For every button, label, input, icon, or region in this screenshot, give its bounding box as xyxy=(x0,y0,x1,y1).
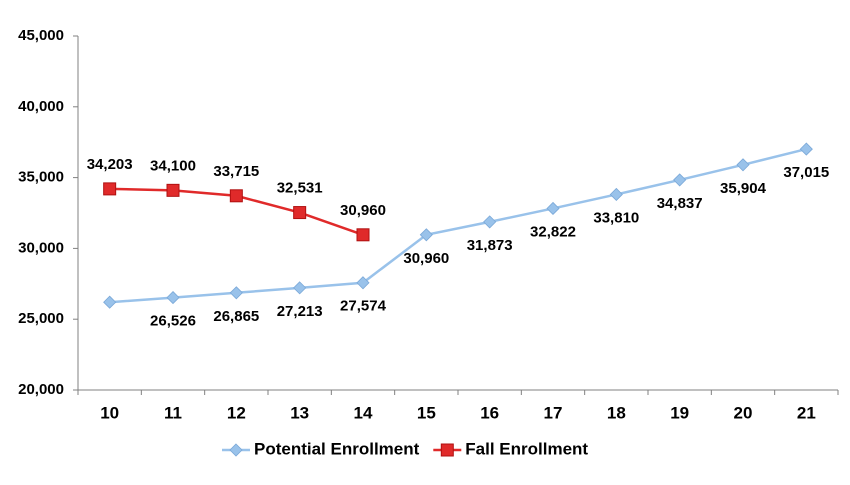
y-tick-label: 40,000 xyxy=(18,98,64,115)
data-label: 27,213 xyxy=(277,303,323,320)
point xyxy=(229,286,243,300)
x-tick-label: 17 xyxy=(544,403,563,422)
data-label: 26,526 xyxy=(150,313,196,330)
point xyxy=(736,158,750,172)
data-label: 30,960 xyxy=(403,250,449,267)
x-tick-label: 16 xyxy=(480,403,499,422)
y-tick-label: 30,000 xyxy=(18,239,64,256)
data-label: 32,531 xyxy=(277,180,323,197)
y-tick-label: 20,000 xyxy=(18,381,64,398)
data-label: 26,865 xyxy=(213,308,259,325)
x-tick-label: 13 xyxy=(290,403,309,422)
legend-label: Potential Enrollment xyxy=(254,439,420,458)
x-tick-label: 15 xyxy=(417,403,436,422)
point xyxy=(103,182,117,196)
data-label: 33,715 xyxy=(213,163,259,180)
data-label: 30,960 xyxy=(340,202,386,219)
point xyxy=(609,187,623,202)
data-label: 34,837 xyxy=(657,195,703,212)
y-tick-label: 25,000 xyxy=(18,310,64,327)
x-tick-label: 10 xyxy=(100,403,119,422)
point xyxy=(419,228,433,242)
x-tick-label: 21 xyxy=(797,403,816,422)
data-label: 34,203 xyxy=(87,156,133,173)
x-tick-label: 19 xyxy=(670,403,689,422)
data-label: 34,100 xyxy=(150,157,196,174)
x-tick-label: 12 xyxy=(227,403,246,422)
point xyxy=(483,215,497,229)
legend-marker xyxy=(229,443,243,457)
x-tick-label: 11 xyxy=(164,403,182,422)
point xyxy=(673,173,687,187)
data-label: 27,574 xyxy=(340,298,387,315)
y-tick-label: 45,000 xyxy=(18,27,64,44)
series-line xyxy=(109,147,807,304)
x-tick-label: 20 xyxy=(734,403,753,422)
data-label: 31,873 xyxy=(467,237,513,254)
point xyxy=(546,201,560,216)
data-label: 35,904 xyxy=(720,180,767,197)
y-tick-label: 35,000 xyxy=(18,169,64,186)
point xyxy=(356,276,370,290)
point xyxy=(229,189,243,203)
point xyxy=(293,206,307,220)
x-tick-label: 14 xyxy=(354,403,373,422)
legend-label: Fall Enrollment xyxy=(465,439,588,458)
data-label: 33,810 xyxy=(593,209,639,226)
point xyxy=(166,291,180,305)
point xyxy=(799,142,813,156)
point xyxy=(356,228,370,242)
point xyxy=(103,295,117,309)
point xyxy=(166,183,180,197)
point xyxy=(293,281,307,295)
x-tick-label: 18 xyxy=(607,403,626,422)
legend-marker xyxy=(440,443,454,457)
data-label: 32,822 xyxy=(530,223,576,240)
data-label: 37,015 xyxy=(783,164,829,181)
